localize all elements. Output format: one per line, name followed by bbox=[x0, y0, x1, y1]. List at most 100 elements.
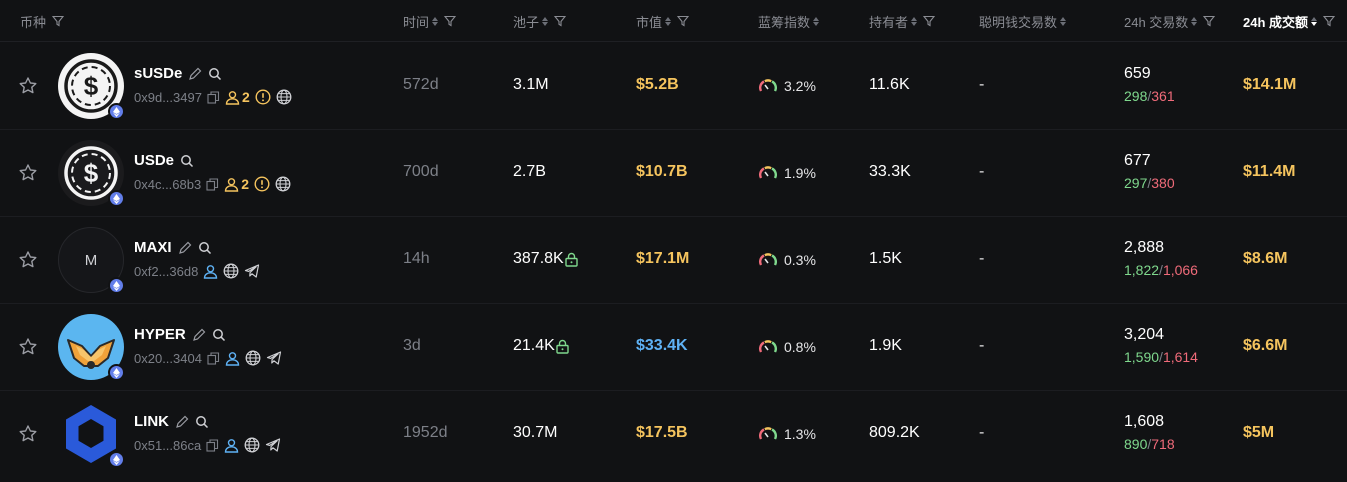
header-tx24[interactable]: 24h 交易数 bbox=[1124, 12, 1216, 30]
token-address[interactable]: 0xf2...36d8 bbox=[134, 263, 260, 279]
address-text: 0x4c...68b3 bbox=[134, 176, 202, 192]
symbol-text: LINK bbox=[134, 413, 169, 430]
tx-count: 659 bbox=[1124, 65, 1151, 82]
gauge-icon bbox=[759, 253, 777, 266]
globe-icon[interactable] bbox=[275, 176, 291, 192]
market-cap: $17.1M bbox=[636, 250, 690, 267]
globe-icon[interactable] bbox=[276, 89, 292, 105]
token-symbol[interactable]: HYPER bbox=[134, 326, 226, 343]
header-smart-label: 聪明钱交易数 bbox=[979, 14, 1058, 30]
dollar-icon: $ bbox=[64, 59, 118, 113]
search-icon[interactable] bbox=[198, 241, 212, 255]
header-smart[interactable]: 聪明钱交易数 bbox=[979, 12, 1067, 30]
sort-icon[interactable] bbox=[432, 16, 439, 26]
sort-icon[interactable] bbox=[1311, 16, 1318, 26]
search-icon[interactable] bbox=[208, 67, 222, 81]
star-icon[interactable] bbox=[18, 163, 38, 183]
sort-icon[interactable] bbox=[813, 16, 820, 26]
token-symbol[interactable]: LINK bbox=[134, 413, 209, 430]
star-icon[interactable] bbox=[18, 250, 38, 270]
copy-icon[interactable] bbox=[207, 351, 220, 365]
holder-icon[interactable] bbox=[225, 90, 240, 105]
edit-icon[interactable] bbox=[188, 67, 202, 81]
globe-icon[interactable] bbox=[223, 263, 239, 279]
address-text: 0x51...86ca bbox=[134, 437, 202, 453]
header-bluechip-label: 蓝筹指数 bbox=[758, 14, 811, 30]
lock-icon bbox=[556, 339, 569, 354]
pool-value: 2.7B bbox=[513, 163, 546, 180]
header-pool[interactable]: 池子 bbox=[513, 12, 567, 30]
token-logo bbox=[58, 401, 124, 467]
pool-value: 21.4K bbox=[513, 337, 555, 354]
table-row[interactable]: $ sUSDe 0x9d...3497 2 572d 3.1M $5.2B 3.… bbox=[0, 43, 1347, 130]
bluechip-value: 1.3% bbox=[784, 426, 816, 442]
sort-icon[interactable] bbox=[911, 16, 918, 26]
token-address[interactable]: 0x4c...68b3 2 bbox=[134, 176, 291, 192]
telegram-icon[interactable] bbox=[244, 263, 260, 279]
table-row[interactable]: $ USDe 0x4c...68b3 2 700d 2.7B $10.7B 1.… bbox=[0, 130, 1347, 217]
star-icon[interactable] bbox=[18, 424, 38, 444]
pool-liquidity: 21.4K bbox=[513, 337, 570, 355]
star-icon[interactable] bbox=[18, 76, 38, 96]
search-icon[interactable] bbox=[180, 154, 194, 168]
filter-icon[interactable] bbox=[52, 15, 65, 27]
edit-icon[interactable] bbox=[175, 415, 189, 429]
edit-icon[interactable] bbox=[192, 328, 206, 342]
filter-icon[interactable] bbox=[677, 15, 690, 27]
table-row[interactable]: M MAXI 0xf2...36d8 14h 387.8K $17.1M 0.3… bbox=[0, 217, 1347, 304]
user-icon[interactable] bbox=[203, 264, 218, 279]
warning-icon[interactable] bbox=[255, 89, 271, 105]
header-token[interactable]: 币种 bbox=[20, 12, 65, 30]
sort-icon[interactable] bbox=[542, 16, 549, 26]
token-age: 14h bbox=[403, 250, 430, 267]
bluechip-index: 1.9% bbox=[758, 165, 816, 181]
search-icon[interactable] bbox=[195, 415, 209, 429]
user-icon[interactable] bbox=[225, 351, 240, 366]
edit-icon[interactable] bbox=[178, 241, 192, 255]
token-symbol[interactable]: sUSDe bbox=[134, 65, 222, 82]
globe-icon[interactable] bbox=[244, 437, 260, 453]
table-row[interactable]: HYPER 0x20...3404 3d 21.4K $33.4K 0.8% 1… bbox=[0, 304, 1347, 391]
holder-icon[interactable] bbox=[224, 177, 239, 192]
copy-icon[interactable] bbox=[206, 177, 219, 191]
sort-icon[interactable] bbox=[1191, 16, 1198, 26]
header-holders[interactable]: 持有者 bbox=[869, 12, 936, 30]
smart-money-tx: - bbox=[979, 424, 985, 441]
filter-icon[interactable] bbox=[1323, 15, 1336, 27]
table-row[interactable]: LINK 0x51...86ca 1952d 30.7M $17.5B 1.3%… bbox=[0, 391, 1347, 478]
token-address[interactable]: 0x9d...3497 2 bbox=[134, 89, 292, 105]
header-age[interactable]: 时间 bbox=[403, 12, 457, 30]
sort-icon[interactable] bbox=[665, 16, 672, 26]
bluechip-value: 1.9% bbox=[784, 165, 816, 181]
buy-count: 1,822 bbox=[1124, 262, 1160, 278]
token-symbol[interactable]: USDe bbox=[134, 152, 194, 169]
pool-value: 3.1M bbox=[513, 76, 549, 93]
user-icon[interactable] bbox=[224, 438, 239, 453]
header-bluechip[interactable]: 蓝筹指数 bbox=[758, 12, 820, 30]
star-icon[interactable] bbox=[18, 337, 38, 357]
svg-text:$: $ bbox=[84, 71, 99, 101]
telegram-icon[interactable] bbox=[265, 437, 281, 453]
globe-icon[interactable] bbox=[245, 350, 261, 366]
ethereum-chain-icon bbox=[108, 364, 125, 381]
token-address[interactable]: 0x20...3404 bbox=[134, 350, 282, 366]
sort-icon[interactable] bbox=[1060, 16, 1067, 26]
token-address[interactable]: 0x51...86ca bbox=[134, 437, 281, 453]
header-vol24[interactable]: 24h 成交额 bbox=[1243, 12, 1336, 30]
filter-icon[interactable] bbox=[554, 15, 567, 27]
tx-buy-sell: 1,590/1,614 bbox=[1124, 349, 1198, 365]
filter-icon[interactable] bbox=[923, 15, 936, 27]
header-mcap[interactable]: 市值 bbox=[636, 12, 690, 30]
token-symbol[interactable]: MAXI bbox=[134, 239, 212, 256]
telegram-icon[interactable] bbox=[266, 350, 282, 366]
warning-icon[interactable] bbox=[254, 176, 270, 192]
pool-liquidity: 387.8K bbox=[513, 250, 579, 268]
filter-icon[interactable] bbox=[1203, 15, 1216, 27]
copy-icon[interactable] bbox=[206, 438, 219, 452]
address-text: 0x20...3404 bbox=[134, 350, 202, 366]
tx-count: 677 bbox=[1124, 152, 1151, 169]
filter-icon[interactable] bbox=[444, 15, 457, 27]
gauge-icon bbox=[759, 166, 777, 179]
copy-icon[interactable] bbox=[207, 90, 220, 104]
search-icon[interactable] bbox=[212, 328, 226, 342]
